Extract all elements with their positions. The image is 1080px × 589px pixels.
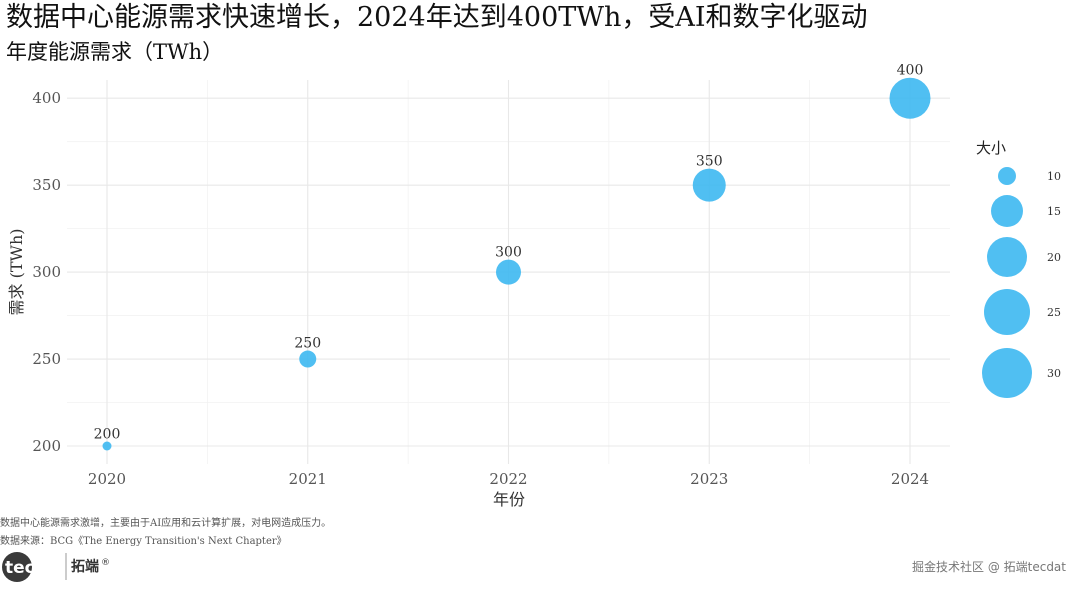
bubble-series: [102, 77, 931, 451]
legend-label: 30: [1047, 367, 1061, 380]
point-label: 350: [696, 154, 723, 170]
legend-bubble: [991, 195, 1023, 227]
y-tick-label: 200: [32, 437, 61, 455]
legend-bubble: [982, 348, 1032, 398]
y-axis-title: 需求 (TWh): [7, 229, 26, 316]
legend-bubble: [984, 289, 1030, 335]
y-axis-ticks: 200 250 300 350 400: [32, 89, 61, 455]
logo-text-tec: tecdat: [5, 558, 67, 578]
caption-source: 数据来源：BCG《The Energy Transition's Next Ch…: [0, 534, 287, 547]
logo-registered-mark: ®: [101, 558, 110, 568]
legend-label: 10: [1047, 170, 1061, 183]
bubble-point: [299, 350, 317, 368]
bubble-point: [692, 168, 726, 202]
bubble-point: [889, 77, 931, 119]
grid: [67, 80, 950, 464]
y-tick-label: 400: [32, 89, 61, 107]
y-tick-label: 250: [32, 350, 61, 368]
bubble-point: [102, 441, 112, 451]
chart-title: 数据中心能源需求快速增长，2024年达到400TWh，受AI和数字化驱动: [6, 2, 868, 33]
size-legend: 大小 10 15 20 25 30: [976, 139, 1061, 398]
x-axis-ticks: 2020 2021 2022 2023 2024: [88, 470, 929, 488]
x-tick-label: 2022: [489, 470, 527, 488]
x-axis-title: 年份: [493, 490, 525, 509]
y-tick-label: 350: [32, 176, 61, 194]
legend-label: 15: [1047, 205, 1061, 218]
bubble-point: [496, 259, 521, 285]
x-tick-label: 2023: [690, 470, 728, 488]
point-label: 250: [294, 336, 321, 352]
brand-logo: tecdat 拓端 ®: [2, 552, 110, 582]
y-tick-label: 300: [32, 263, 61, 281]
x-tick-label: 2021: [289, 470, 327, 488]
caption-note: 数据中心能源需求激增，主要由于AI应用和云计算扩展，对电网造成压力。: [0, 516, 331, 529]
x-tick-label: 2020: [88, 470, 126, 488]
legend-bubble: [987, 237, 1027, 277]
chart-subtitle: 年度能源需求（TWh）: [6, 40, 223, 64]
x-tick-label: 2024: [891, 470, 929, 488]
legend-bubble: [998, 167, 1016, 185]
legend-label: 20: [1047, 251, 1061, 264]
point-label: 200: [94, 427, 121, 443]
logo-circle-icon: [2, 552, 32, 582]
point-label: 400: [897, 63, 924, 79]
legend-title: 大小: [976, 139, 1006, 157]
point-label: 300: [495, 245, 522, 261]
point-labels: 200 250 300 350 400: [94, 63, 924, 443]
logo-text-tuoduan: 拓端: [71, 558, 99, 575]
legend-label: 25: [1047, 306, 1061, 319]
watermark: 掘金技术社区 @ 拓端tecdat: [912, 559, 1066, 574]
